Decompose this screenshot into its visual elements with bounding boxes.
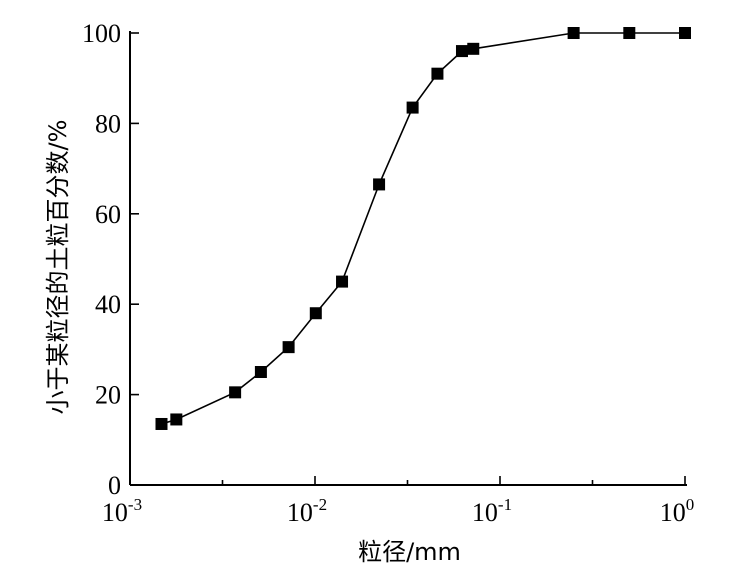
y-tick-labels: 0 20 40 60 80 100 [82, 19, 121, 500]
x-tick-label-0: 10-3 [102, 495, 142, 527]
y-tick-label-40: 40 [95, 290, 121, 319]
data-point [373, 178, 386, 191]
x-axis-title: 粒径/mm [358, 538, 461, 566]
data-point [309, 307, 322, 320]
axis-ticks [129, 32, 686, 486]
data-point [431, 67, 444, 80]
data-point [282, 341, 295, 354]
data-point [170, 413, 183, 426]
y-tick-label-0: 0 [108, 471, 121, 500]
data-point [623, 27, 636, 39]
y-axis-title: 小于某粒径的土粒百分数/% [44, 120, 72, 415]
y-tick-label-100: 100 [82, 19, 121, 48]
data-point [254, 366, 267, 378]
data-point [336, 275, 349, 288]
series-line [161, 32, 685, 425]
data-point [467, 42, 480, 55]
data-point [679, 27, 691, 39]
x-tick-label-2: 10-1 [472, 495, 512, 527]
data-point [455, 45, 468, 58]
x-tick-label-1: 10-2 [287, 495, 327, 527]
x-tick-label-3: 100 [660, 495, 695, 527]
data-point [229, 386, 242, 399]
y-tick-label-60: 60 [95, 200, 121, 229]
data-point [155, 417, 168, 430]
y-tick-label-80: 80 [95, 109, 121, 138]
data-point [406, 101, 419, 114]
y-tick-label-20: 20 [95, 381, 121, 410]
data-point [567, 27, 580, 39]
x-tick-labels: 10-3 10-2 10-1 100 [102, 495, 694, 527]
series-markers [155, 27, 691, 430]
